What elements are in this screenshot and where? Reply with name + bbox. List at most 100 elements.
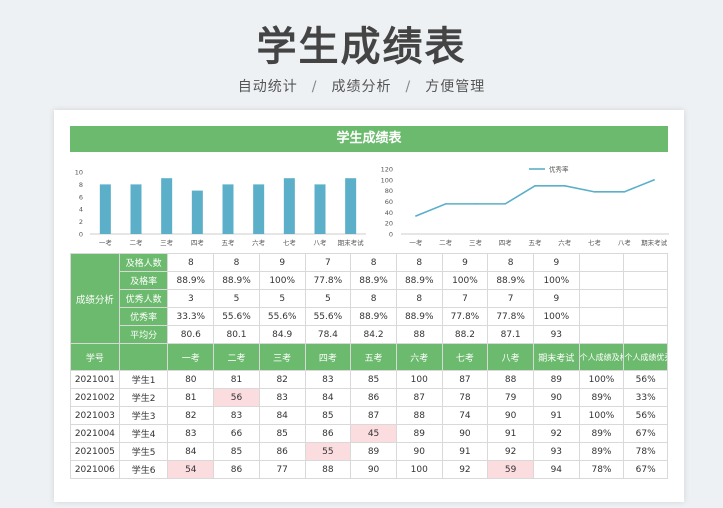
summary-cell[interactable]: 7 xyxy=(487,289,534,308)
score-cell[interactable]: 90 xyxy=(441,424,489,443)
empty-cell[interactable] xyxy=(578,325,625,344)
student-name-cell[interactable]: 学生3 xyxy=(118,406,169,425)
summary-cell[interactable]: 8 xyxy=(395,253,443,272)
student-id-cell[interactable]: 2021001 xyxy=(70,370,120,389)
summary-cell[interactable]: 9 xyxy=(441,253,489,272)
score-cell[interactable]: 85 xyxy=(350,370,397,389)
student-name-cell[interactable]: 学生4 xyxy=(118,424,169,443)
summary-cell[interactable]: 88.9% xyxy=(487,271,534,290)
score-cell[interactable]: 90 xyxy=(350,460,397,479)
score-cell[interactable]: 87 xyxy=(441,370,489,389)
score-cell[interactable]: 84 xyxy=(258,406,306,425)
student-name-cell[interactable]: 学生5 xyxy=(118,442,169,461)
score-cell[interactable]: 93 xyxy=(532,442,580,461)
summary-cell[interactable]: 7 xyxy=(304,253,352,272)
student-id-cell[interactable]: 2021005 xyxy=(70,442,120,461)
student-name-cell[interactable]: 学生1 xyxy=(118,370,169,389)
summary-cell[interactable]: 33.3% xyxy=(167,307,215,326)
score-cell[interactable]: 92 xyxy=(532,424,580,443)
pass-rate-cell[interactable]: 100% xyxy=(578,406,625,425)
score-cell[interactable]: 83 xyxy=(213,406,260,425)
excellent-rate-cell[interactable]: 78% xyxy=(623,442,668,461)
score-cell[interactable]: 91 xyxy=(487,424,534,443)
score-cell[interactable]: 82 xyxy=(167,406,215,425)
summary-cell[interactable]: 88.9% xyxy=(350,307,397,326)
summary-cell[interactable]: 100% xyxy=(532,307,580,326)
score-cell[interactable]: 89 xyxy=(532,370,580,389)
summary-cell[interactable]: 7 xyxy=(441,289,489,308)
summary-cell[interactable]: 5 xyxy=(213,289,260,308)
summary-cell[interactable]: 84.2 xyxy=(350,325,397,344)
score-cell[interactable]: 86 xyxy=(258,442,306,461)
summary-cell[interactable]: 5 xyxy=(304,289,352,308)
score-cell[interactable]: 81 xyxy=(167,388,215,407)
score-cell[interactable]: 90 xyxy=(487,406,534,425)
score-cell[interactable]: 85 xyxy=(304,406,352,425)
score-cell[interactable]: 66 xyxy=(213,424,260,443)
empty-cell[interactable] xyxy=(623,307,668,326)
summary-cell[interactable]: 93 xyxy=(532,325,580,344)
score-cell[interactable]: 84 xyxy=(304,388,352,407)
score-cell[interactable]: 92 xyxy=(487,442,534,461)
summary-cell[interactable]: 55.6% xyxy=(258,307,306,326)
pass-rate-cell[interactable]: 89% xyxy=(578,442,625,461)
score-cell[interactable]: 85 xyxy=(258,424,306,443)
score-cell[interactable]: 89 xyxy=(395,424,443,443)
summary-cell[interactable]: 55.6% xyxy=(304,307,352,326)
summary-cell[interactable]: 88.9% xyxy=(213,271,260,290)
summary-cell[interactable]: 88.9% xyxy=(395,271,443,290)
summary-cell[interactable]: 80.6 xyxy=(167,325,215,344)
empty-cell[interactable] xyxy=(623,271,668,290)
summary-cell[interactable]: 5 xyxy=(258,289,306,308)
score-cell[interactable]: 87 xyxy=(350,406,397,425)
excellent-rate-cell[interactable]: 56% xyxy=(623,370,668,389)
student-name-cell[interactable]: 学生6 xyxy=(118,460,169,479)
summary-cell[interactable]: 84.9 xyxy=(258,325,306,344)
empty-cell[interactable] xyxy=(578,271,625,290)
score-cell[interactable]: 83 xyxy=(258,388,306,407)
summary-cell[interactable]: 9 xyxy=(258,253,306,272)
summary-cell[interactable]: 88.9% xyxy=(350,271,397,290)
score-cell[interactable]: 55 xyxy=(304,442,352,461)
score-cell[interactable]: 80 xyxy=(167,370,215,389)
summary-cell[interactable]: 77.8% xyxy=(487,307,534,326)
score-cell[interactable]: 83 xyxy=(167,424,215,443)
score-cell[interactable]: 89 xyxy=(350,442,397,461)
summary-cell[interactable]: 100% xyxy=(258,271,306,290)
score-cell[interactable]: 92 xyxy=(441,460,489,479)
score-cell[interactable]: 82 xyxy=(258,370,306,389)
score-cell[interactable]: 45 xyxy=(350,424,397,443)
pass-rate-cell[interactable]: 78% xyxy=(578,460,625,479)
empty-cell[interactable] xyxy=(623,289,668,308)
summary-cell[interactable]: 77.8% xyxy=(304,271,352,290)
score-cell[interactable]: 78 xyxy=(441,388,489,407)
score-cell[interactable]: 56 xyxy=(213,388,260,407)
summary-cell[interactable]: 88.9% xyxy=(395,307,443,326)
score-cell[interactable]: 77 xyxy=(258,460,306,479)
summary-cell[interactable]: 8 xyxy=(350,253,397,272)
summary-cell[interactable]: 78.4 xyxy=(304,325,352,344)
score-cell[interactable]: 85 xyxy=(213,442,260,461)
score-cell[interactable]: 59 xyxy=(487,460,534,479)
summary-cell[interactable]: 55.6% xyxy=(213,307,260,326)
score-cell[interactable]: 86 xyxy=(304,424,352,443)
student-id-cell[interactable]: 2021002 xyxy=(70,388,120,407)
summary-cell[interactable]: 8 xyxy=(487,253,534,272)
summary-cell[interactable]: 9 xyxy=(532,253,580,272)
summary-cell[interactable]: 80.1 xyxy=(213,325,260,344)
score-cell[interactable]: 90 xyxy=(532,388,580,407)
score-cell[interactable]: 84 xyxy=(167,442,215,461)
score-cell[interactable]: 94 xyxy=(532,460,580,479)
score-cell[interactable]: 100 xyxy=(395,460,443,479)
student-id-cell[interactable]: 2021006 xyxy=(70,460,120,479)
excellent-rate-cell[interactable]: 33% xyxy=(623,388,668,407)
score-cell[interactable]: 86 xyxy=(213,460,260,479)
score-cell[interactable]: 88 xyxy=(304,460,352,479)
summary-cell[interactable]: 100% xyxy=(441,271,489,290)
score-cell[interactable]: 74 xyxy=(441,406,489,425)
empty-cell[interactable] xyxy=(578,307,625,326)
excellent-rate-cell[interactable]: 56% xyxy=(623,406,668,425)
score-cell[interactable]: 88 xyxy=(395,406,443,425)
student-id-cell[interactable]: 2021003 xyxy=(70,406,120,425)
score-cell[interactable]: 87 xyxy=(395,388,443,407)
